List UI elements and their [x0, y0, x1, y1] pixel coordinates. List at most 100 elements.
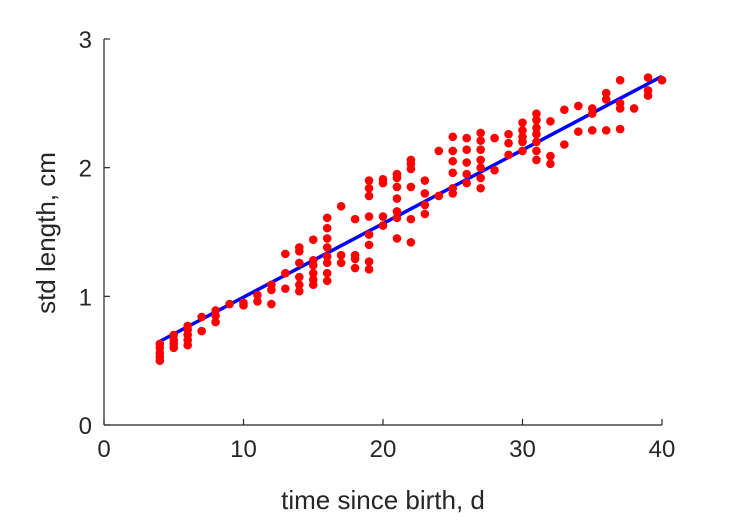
x-tick-label: 30: [509, 436, 536, 463]
data-point: [281, 268, 290, 278]
data-point: [169, 330, 179, 340]
data-point: [518, 146, 527, 156]
data-point: [615, 124, 625, 134]
x-tick-label: 40: [649, 436, 676, 463]
data-point: [211, 317, 220, 327]
data-point: [364, 240, 374, 250]
data-point: [295, 243, 304, 252]
data-point: [560, 105, 569, 115]
data-point: [462, 158, 472, 167]
data-point: [490, 133, 499, 143]
data-point: [462, 178, 472, 188]
y-tick-label: 2: [79, 156, 92, 183]
axes: 0 10 20 30 40 0 1 2 3: [79, 27, 676, 463]
data-point: [601, 126, 611, 135]
data-point: [420, 209, 430, 219]
data-point: [239, 298, 248, 308]
data-point: [476, 183, 485, 193]
data-point: [462, 169, 472, 179]
data-point: [295, 272, 304, 282]
data-point: [364, 176, 374, 185]
data-point: [476, 128, 485, 138]
data-point: [532, 109, 541, 118]
data-point: [532, 146, 541, 156]
data-point: [560, 140, 569, 149]
data-point: [322, 268, 332, 278]
data-point: [406, 155, 416, 165]
data-point: [476, 173, 485, 183]
data-point: [336, 250, 346, 260]
data-point: [392, 207, 402, 216]
data-point: [308, 256, 318, 265]
data-point: [322, 243, 332, 252]
y-tick-label: 1: [79, 284, 92, 311]
data-point: [643, 86, 653, 95]
data-point: [518, 118, 527, 127]
data-point: [281, 249, 290, 259]
data-point: [504, 150, 513, 160]
data-point: [601, 95, 611, 104]
data-point: [532, 137, 541, 147]
data-point: [546, 117, 555, 126]
data-point: [155, 339, 165, 349]
data-point: [406, 182, 416, 192]
fit-line-layer: [158, 74, 663, 343]
data-point: [364, 265, 374, 274]
data-point: [476, 163, 485, 172]
data-point: [462, 133, 472, 143]
data-point: [295, 280, 304, 290]
data-point: [197, 312, 206, 322]
x-axis-title: time since birth, d: [281, 485, 485, 515]
data-point: [211, 306, 220, 315]
data-point: [587, 104, 597, 113]
data-point: [601, 88, 611, 98]
data-point: [476, 155, 485, 165]
fit-line: [158, 74, 663, 343]
data-point: [518, 132, 527, 142]
data-point: [532, 115, 541, 125]
data-point: [406, 214, 416, 224]
data-point: [378, 174, 388, 184]
data-point: [267, 299, 276, 309]
data-point: [322, 223, 332, 233]
data-point: [434, 191, 444, 201]
data-point: [476, 136, 485, 145]
data-point: [462, 145, 472, 154]
data-points-layer: [155, 73, 667, 365]
data-point: [378, 212, 388, 221]
data-point: [448, 146, 458, 156]
data-point: [364, 191, 374, 201]
data-point: [448, 168, 458, 178]
data-point: [322, 252, 332, 261]
data-point: [350, 263, 360, 273]
y-tick-label: 3: [79, 27, 92, 54]
data-point: [322, 213, 332, 223]
data-point: [392, 169, 402, 179]
data-point: [420, 176, 430, 185]
data-point: [392, 182, 402, 192]
data-point: [448, 156, 458, 166]
data-point: [392, 194, 402, 203]
data-point: [281, 284, 290, 293]
data-point: [225, 299, 234, 309]
data-point: [643, 73, 653, 82]
data-point: [322, 276, 332, 286]
data-point: [629, 104, 639, 113]
data-point: [197, 326, 206, 336]
data-point: [406, 237, 416, 247]
data-point: [615, 75, 625, 85]
data-point: [434, 146, 444, 156]
y-tick-label: 0: [79, 413, 92, 440]
x-tick-label: 0: [97, 436, 110, 463]
data-point: [183, 321, 192, 331]
data-point: [308, 268, 318, 278]
data-point: [253, 290, 262, 300]
data-point: [308, 275, 318, 284]
data-point: [392, 213, 402, 223]
data-point: [392, 234, 402, 243]
x-tick-label: 20: [370, 436, 397, 463]
data-point: [448, 183, 458, 193]
data-point: [574, 127, 583, 136]
data-point: [336, 258, 346, 268]
